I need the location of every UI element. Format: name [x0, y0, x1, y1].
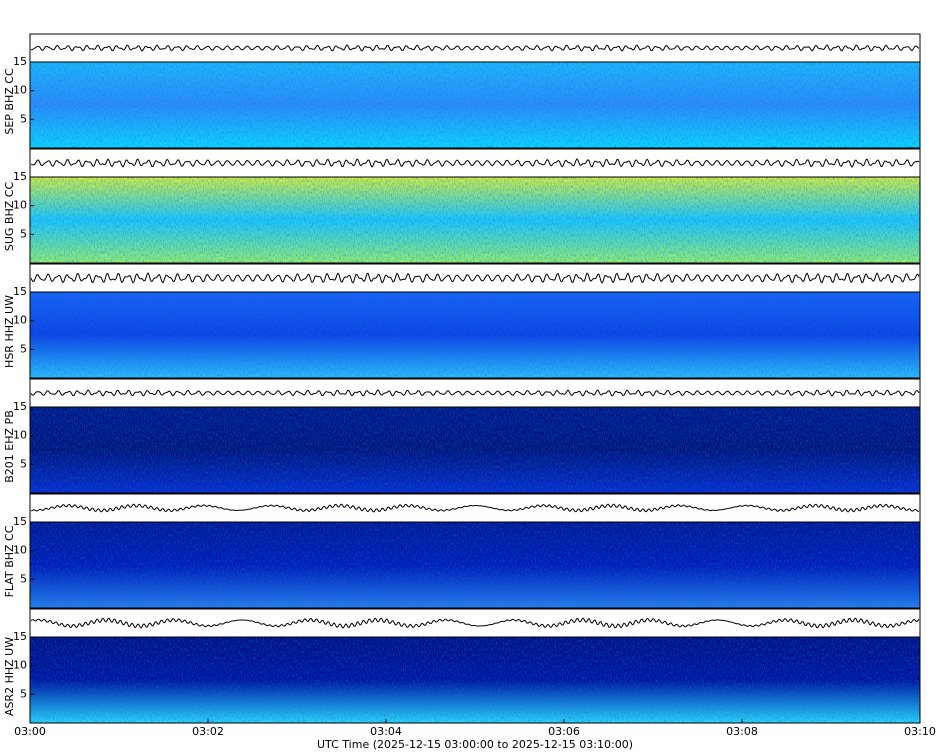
y-tick-label: 10: [13, 659, 27, 672]
spectrogram-texture: [30, 292, 920, 378]
x-tick-label: 03:04: [370, 725, 402, 738]
spectrogram-frame: [29, 176, 921, 264]
station-label: B201 EHZ PB: [3, 410, 16, 482]
y-tick-label: 15: [13, 630, 27, 643]
y-tick-label: 5: [20, 457, 27, 470]
x-tick-label: 03:08: [726, 725, 758, 738]
spectrogram-frame: [29, 406, 921, 494]
spectrogram-frame: [29, 636, 921, 724]
station-label: HSR HHZ UW: [3, 295, 16, 368]
y-tick-label: 10: [13, 84, 27, 97]
waveform-box: [29, 608, 921, 638]
y-tick-label: 5: [20, 572, 27, 585]
station-label: ASR2 HHZ UW: [3, 637, 16, 716]
station-label: SEP BHZ CC: [3, 68, 16, 135]
y-tick-label: 5: [20, 112, 27, 125]
y-tick-label: 15: [13, 170, 27, 183]
y-tick-label: 10: [13, 314, 27, 327]
y-tick-label: 5: [20, 687, 27, 700]
waveform-box: [29, 493, 921, 523]
waveform: [30, 617, 920, 629]
spectrogram-frame: [29, 521, 921, 609]
x-tick-label: 03:00: [14, 725, 46, 738]
y-tick-label: 10: [13, 199, 27, 212]
y-tick-label: 5: [20, 227, 27, 240]
x-tick-label: 03:06: [548, 725, 580, 738]
y-tick-label: 15: [13, 400, 27, 413]
station-label: FLAT BHZ CC: [3, 525, 16, 597]
x-tick-label: 03:02: [192, 725, 224, 738]
y-tick-label: 15: [13, 515, 27, 528]
x-axis-label: UTC Time (2025-12-15 03:00:00 to 2025-12…: [317, 738, 633, 751]
y-tick-label: 5: [20, 342, 27, 355]
y-tick-label: 10: [13, 429, 27, 442]
waveform: [30, 158, 920, 168]
x-tick-label: 03:10: [904, 725, 936, 738]
spectrogram-texture: [30, 407, 920, 493]
station-label: SUG BHZ CC: [3, 182, 16, 252]
spectrogram-frame: [29, 61, 921, 149]
waveform: [30, 389, 920, 397]
y-tick-label: 10: [13, 544, 27, 557]
waveform: [30, 272, 920, 284]
spectrogram-texture: [30, 637, 920, 723]
spectrogram-texture: [30, 62, 920, 148]
waveform: [30, 503, 920, 513]
spectrogram-texture: [30, 522, 920, 608]
y-tick-label: 15: [13, 285, 27, 298]
spectrogram-texture: [30, 177, 920, 263]
spectrogram-frame: [29, 291, 921, 379]
waveform: [30, 44, 920, 52]
y-tick-label: 15: [13, 55, 27, 68]
